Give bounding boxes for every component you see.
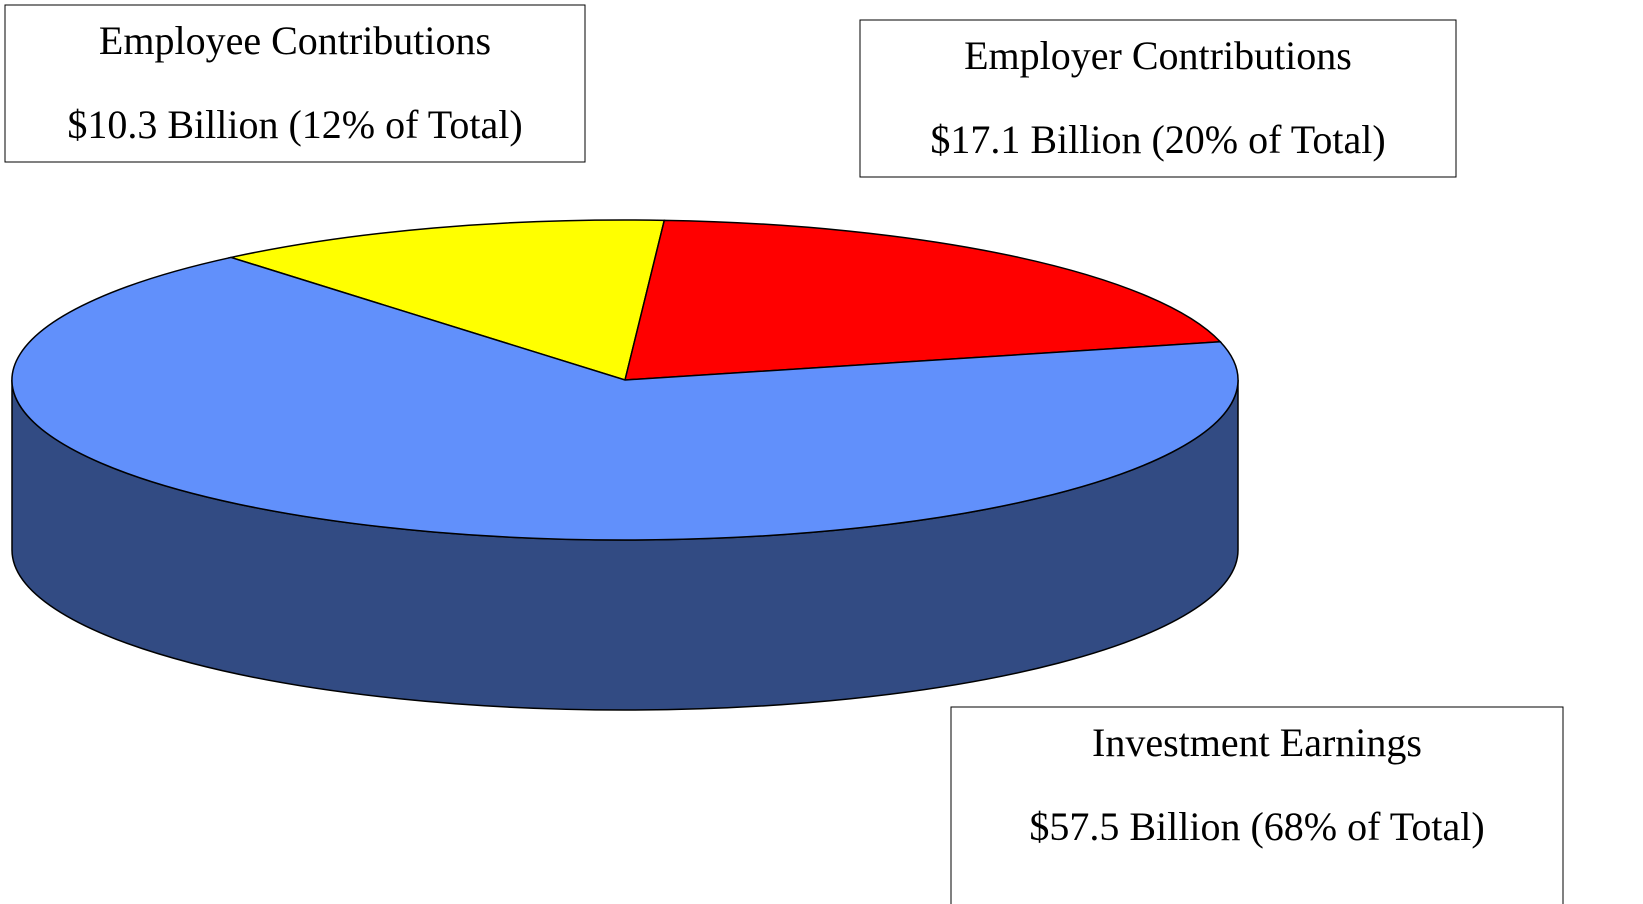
label-name: Employee Contributions bbox=[99, 18, 491, 63]
label-box bbox=[859, 19, 1457, 178]
data-label: Investment Earnings $57.5 Billion (68% of… bbox=[950, 706, 1564, 904]
slice bbox=[11, 256, 1239, 541]
slice bbox=[624, 219, 1222, 381]
data-label: Employer Contributions $17.1 Billion (20%… bbox=[859, 19, 1457, 178]
label-name: Investment Earnings bbox=[1092, 720, 1422, 765]
label-box bbox=[4, 4, 586, 163]
label-value: $57.5 Billion (68% of Total) bbox=[1029, 804, 1484, 849]
label-box bbox=[950, 706, 1564, 904]
label-name: Employer Contributions bbox=[964, 33, 1352, 78]
data-label: Employee Contributions $10.3 Billion (12%… bbox=[4, 4, 586, 163]
slice bbox=[228, 219, 666, 381]
label-value: $17.1 Billion (20% of Total) bbox=[930, 117, 1385, 162]
label-value: $10.3 Billion (12% of Total) bbox=[67, 102, 522, 147]
